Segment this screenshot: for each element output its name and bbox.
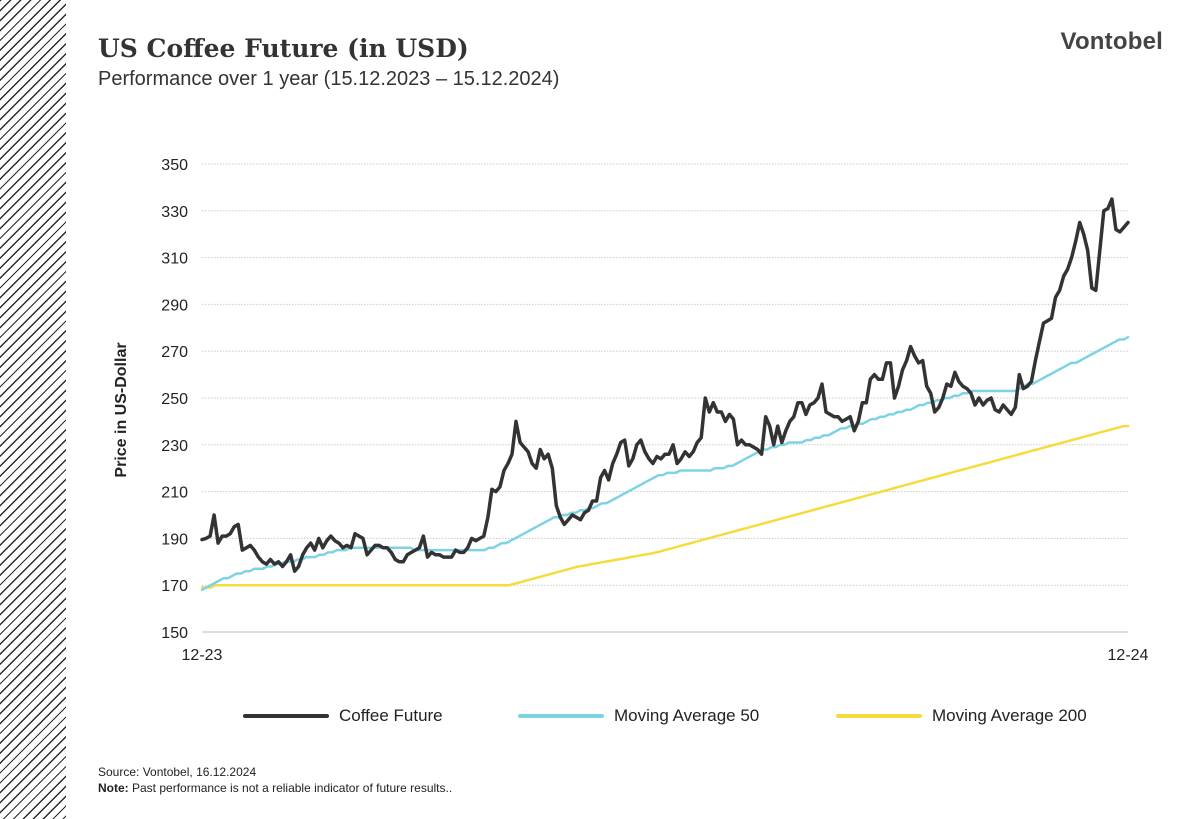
series-line-coffee-future <box>200 197 1130 573</box>
legend-label: Moving Average 50 <box>614 706 760 725</box>
brand-logo: Vontobel <box>1060 28 1163 55</box>
y-axis-label: Price in US-Dollar <box>113 342 130 477</box>
legend-item-moving-average-50: Moving Average 50 <box>518 706 759 726</box>
series-line-moving-average-50 <box>200 335 1130 592</box>
chart-legend: Coffee Future Moving Average 50 Moving Ave… <box>0 706 1197 732</box>
y-tick-label: 150 <box>161 625 188 642</box>
chart-subtitle: Performance over 1 year (15.12.2023 – 15… <box>98 68 560 90</box>
legend-swatch <box>243 714 329 718</box>
hatched-border-decoration <box>0 0 66 819</box>
y-tick-label: 310 <box>161 251 188 268</box>
y-tick-label: 250 <box>161 391 188 408</box>
series-line-moving-average-200 <box>200 424 1130 589</box>
y-tick-label: 210 <box>161 485 188 502</box>
note-text: Past performance is not a reliable indic… <box>128 781 453 795</box>
y-tick-label: 190 <box>161 531 188 548</box>
y-tick-label: 230 <box>161 438 188 455</box>
note-label: Note: <box>98 781 129 795</box>
y-tick-label: 270 <box>161 344 188 361</box>
y-tick-label: 170 <box>161 578 188 595</box>
source-text: Source: Vontobel, 16.12.2024 <box>98 765 257 779</box>
y-tick-label: 350 <box>161 157 188 174</box>
x-tick-label-end: 12-24 <box>1108 647 1149 664</box>
disclaimer-note: Note: Past performance is not a reliable… <box>98 781 452 795</box>
y-tick-label: 290 <box>161 297 188 314</box>
legend-swatch <box>518 714 604 718</box>
y-tick-label: 330 <box>161 204 188 221</box>
legend-label: Coffee Future <box>339 706 443 725</box>
legend-item-moving-average-200: Moving Average 200 <box>836 706 1087 726</box>
x-tick-label-start: 12-23 <box>182 647 223 664</box>
legend-label: Moving Average 200 <box>932 706 1087 725</box>
legend-swatch <box>836 714 922 718</box>
legend-item-coffee-future: Coffee Future <box>243 706 443 726</box>
line-chart: 150 170 190 210 230 250 270 290 310 330 350 12-23 12… <box>113 157 1149 664</box>
chart-title: US Coffee Future (in USD) <box>98 34 469 63</box>
